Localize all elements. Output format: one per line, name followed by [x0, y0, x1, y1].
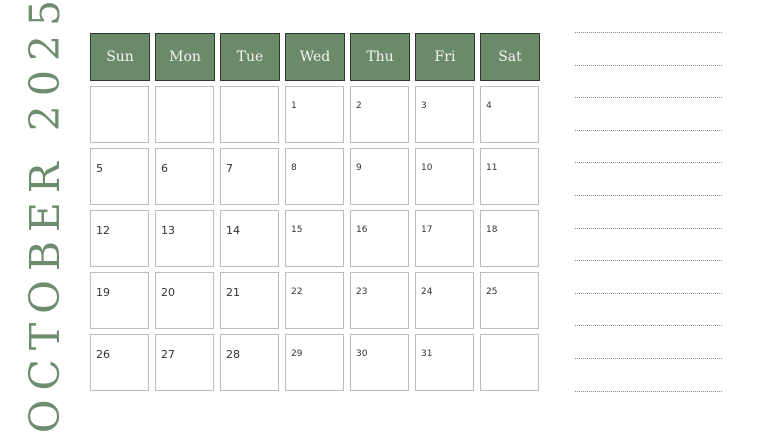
note-line [575, 64, 722, 66]
day-number: 30 [356, 349, 368, 359]
note-line [575, 325, 722, 327]
day-cell[interactable]: 16 [350, 210, 409, 267]
day-number: 11 [486, 163, 498, 173]
day-number: 17 [421, 225, 433, 235]
day-cell[interactable]: 26 [90, 334, 149, 391]
day-cell[interactable]: 12 [90, 210, 149, 267]
day-number: 26 [96, 348, 110, 361]
weekday-header-wed: Wed [285, 33, 345, 81]
weekday-header-mon: Mon [155, 33, 215, 81]
weekday-header-tue: Tue [220, 33, 280, 81]
weekday-header-thu: Thu [350, 33, 410, 81]
day-cell[interactable]: 2 [350, 86, 409, 143]
day-number: 21 [226, 286, 240, 299]
day-number: 12 [96, 224, 110, 237]
day-cell[interactable]: 19 [90, 272, 149, 329]
day-cell[interactable]: 1 [285, 86, 344, 143]
day-cell[interactable] [90, 86, 149, 143]
day-cell[interactable]: 6 [155, 148, 214, 205]
day-cell[interactable]: 25 [480, 272, 539, 329]
day-cell[interactable]: 3 [415, 86, 474, 143]
day-number: 13 [161, 224, 175, 237]
day-cell[interactable]: 4 [480, 86, 539, 143]
day-cell[interactable]: 11 [480, 148, 539, 205]
note-line [575, 390, 722, 392]
day-cell[interactable]: 10 [415, 148, 474, 205]
note-line [575, 195, 722, 196]
day-cell[interactable]: 24 [415, 272, 474, 329]
day-number: 22 [291, 287, 303, 297]
day-cell[interactable] [480, 334, 539, 391]
day-cell[interactable]: 17 [415, 210, 474, 267]
day-number: 27 [161, 348, 175, 361]
day-number: 5 [96, 162, 103, 175]
weekday-header-sat: Sat [480, 33, 540, 81]
month-title: OCTOBER 2025 [21, 0, 69, 433]
day-number: 9 [356, 163, 362, 173]
day-number: 7 [226, 162, 233, 175]
note-line [575, 227, 722, 229]
day-number: 4 [486, 101, 492, 111]
day-number: 6 [161, 162, 168, 175]
day-number: 3 [421, 101, 427, 111]
day-number: 25 [486, 287, 498, 297]
day-cell[interactable]: 21 [220, 272, 279, 329]
note-line [575, 292, 722, 294]
note-line [575, 129, 722, 131]
day-cell[interactable]: 18 [480, 210, 539, 267]
day-cell[interactable]: 23 [350, 272, 409, 329]
note-line [575, 32, 722, 33]
day-cell[interactable]: 13 [155, 210, 214, 267]
day-cell[interactable] [155, 86, 214, 143]
day-cell[interactable]: 8 [285, 148, 344, 205]
day-cell[interactable]: 15 [285, 210, 344, 267]
day-cell[interactable]: 9 [350, 148, 409, 205]
day-number: 8 [291, 163, 297, 173]
day-number: 24 [421, 287, 433, 297]
day-number: 16 [356, 225, 368, 235]
day-number: 18 [486, 225, 498, 235]
day-number: 20 [161, 286, 175, 299]
weekday-header-fri: Fri [415, 33, 475, 81]
day-cell[interactable]: 31 [415, 334, 474, 391]
weekday-header-sun: Sun [90, 33, 150, 81]
note-line [575, 358, 722, 359]
day-cell[interactable]: 5 [90, 148, 149, 205]
day-cell[interactable]: 27 [155, 334, 214, 391]
day-number: 28 [226, 348, 240, 361]
day-number: 2 [356, 101, 362, 111]
day-cell[interactable]: 22 [285, 272, 344, 329]
day-cell[interactable]: 30 [350, 334, 409, 391]
day-cell[interactable] [220, 86, 279, 143]
day-number: 1 [291, 101, 297, 111]
note-line [575, 260, 722, 262]
day-cell[interactable]: 20 [155, 272, 214, 329]
day-number: 31 [421, 349, 433, 359]
day-number: 19 [96, 286, 110, 299]
day-number: 29 [291, 349, 303, 359]
note-line [575, 97, 722, 99]
day-number: 23 [356, 287, 368, 297]
day-number: 15 [291, 225, 303, 235]
note-line [575, 162, 722, 164]
day-cell[interactable]: 14 [220, 210, 279, 267]
day-number: 10 [421, 163, 433, 173]
day-number: 14 [226, 224, 240, 237]
day-cell[interactable]: 29 [285, 334, 344, 391]
day-cell[interactable]: 7 [220, 148, 279, 205]
day-cell[interactable]: 28 [220, 334, 279, 391]
